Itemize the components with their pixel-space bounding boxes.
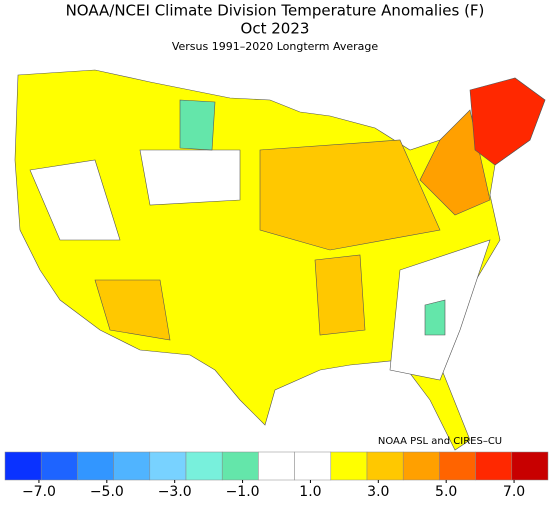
- title: NOAA/NCEI Climate Division Temperature A…: [66, 2, 485, 20]
- us-map: [14, 69, 546, 451]
- color-box: [4, 451, 42, 481]
- region-cool-montana: [179, 99, 216, 151]
- subtitle: Versus 1991–2020 Longterm Average: [172, 40, 379, 53]
- color-box: [402, 451, 440, 481]
- period: Oct 2023: [241, 20, 310, 38]
- color-box: [330, 451, 368, 481]
- color-box: [294, 451, 332, 481]
- color-box: [366, 451, 404, 481]
- region-neutral-plains: [139, 149, 241, 206]
- color-box: [113, 451, 151, 481]
- region-hot-northeast: [419, 109, 491, 216]
- region-warm-midwest: [259, 139, 441, 251]
- colorbar: −7.0 −5.0 −3.0 −1.0 1.0 3.0 5.0 7.0: [4, 451, 549, 500]
- region-very-hot-northeast: [469, 77, 546, 166]
- color-box: [221, 451, 259, 481]
- region-neutral-west: [29, 159, 121, 241]
- tick-label: 1.0: [299, 484, 321, 500]
- color-box: [40, 451, 78, 481]
- color-box: [77, 451, 114, 481]
- tick-label: −1.0: [226, 484, 260, 500]
- tick-label: 5.0: [435, 484, 457, 500]
- color-box: [258, 451, 295, 481]
- color-box: [185, 451, 223, 481]
- color-box: [439, 451, 476, 481]
- region-warm-south: [314, 254, 366, 336]
- color-box: [475, 451, 513, 481]
- color-box: [511, 451, 549, 481]
- tick-label: −7.0: [22, 484, 56, 500]
- credit: NOAA PSL and CIRES–CU: [378, 436, 502, 447]
- tick-label: 3.0: [367, 484, 389, 500]
- tick-label: −5.0: [90, 484, 124, 500]
- region-warm-southwest: [94, 279, 171, 341]
- color-box: [149, 451, 187, 481]
- tick-label: 7.0: [503, 484, 525, 500]
- region-cool-carolina: [424, 299, 446, 336]
- tick-label: −3.0: [158, 484, 192, 500]
